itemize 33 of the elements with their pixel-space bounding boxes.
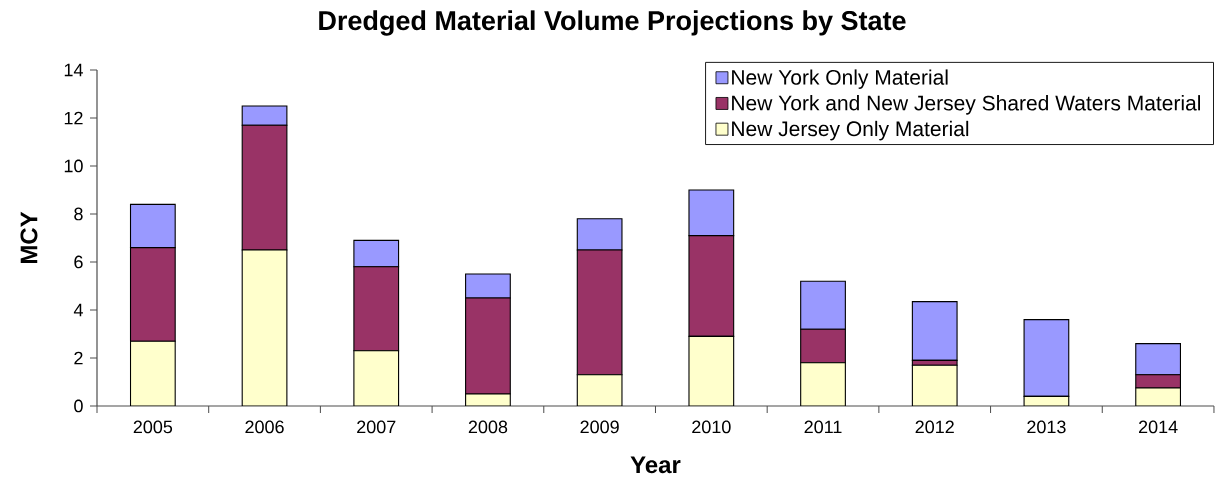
x-tick-label: 2006: [245, 420, 284, 434]
x-tick-label: 2013: [1027, 420, 1066, 434]
x-tick-label: 2014: [1139, 420, 1178, 434]
y-tick-label: 2: [74, 351, 83, 365]
y-tick-label: 12: [64, 111, 83, 125]
y-tick-label: 10: [64, 159, 83, 173]
x-tick-label: 2012: [915, 420, 954, 434]
legend-label: New York Only Material: [732, 69, 948, 89]
y-tick-label: 0: [74, 399, 83, 413]
x-axis-title: Year: [630, 456, 681, 474]
x-tick-label: 2011: [804, 420, 842, 434]
bar: [1023, 319, 1070, 397]
bar: [911, 301, 958, 361]
y-tick-label: 14: [64, 63, 83, 77]
chart-title: Dredged Material Volume Projections by State: [319, 10, 906, 36]
bar: [800, 362, 846, 406]
x-tick-label: 2007: [357, 420, 396, 434]
legend-label: New York and New Jersey Shared Waters Material: [732, 95, 1201, 115]
y-tick-label: 4: [73, 303, 83, 317]
bar: [241, 249, 288, 406]
y-tick-label: 6: [74, 255, 83, 269]
legend-label: New Jersey Only Material: [732, 120, 969, 141]
x-tick-label: 2009: [580, 420, 619, 434]
x-tick-label: 2005: [133, 420, 173, 434]
bar: [911, 364, 958, 406]
bar: [576, 374, 623, 406]
x-tick-label: 2008: [468, 420, 508, 434]
y-tick-label: 8: [74, 207, 83, 221]
bar: [688, 335, 735, 406]
x-tick-label: 2010: [692, 420, 731, 434]
y-axis-title: MCY: [20, 211, 38, 264]
bar: [129, 340, 176, 406]
bar: [353, 350, 400, 406]
